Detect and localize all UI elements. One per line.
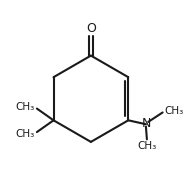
Text: CH₃: CH₃ [16, 129, 35, 139]
Text: O: O [86, 22, 96, 35]
Text: CH₃: CH₃ [16, 102, 35, 112]
Text: CH₃: CH₃ [138, 142, 157, 152]
Text: CH₃: CH₃ [164, 106, 184, 116]
Text: N: N [142, 117, 152, 130]
